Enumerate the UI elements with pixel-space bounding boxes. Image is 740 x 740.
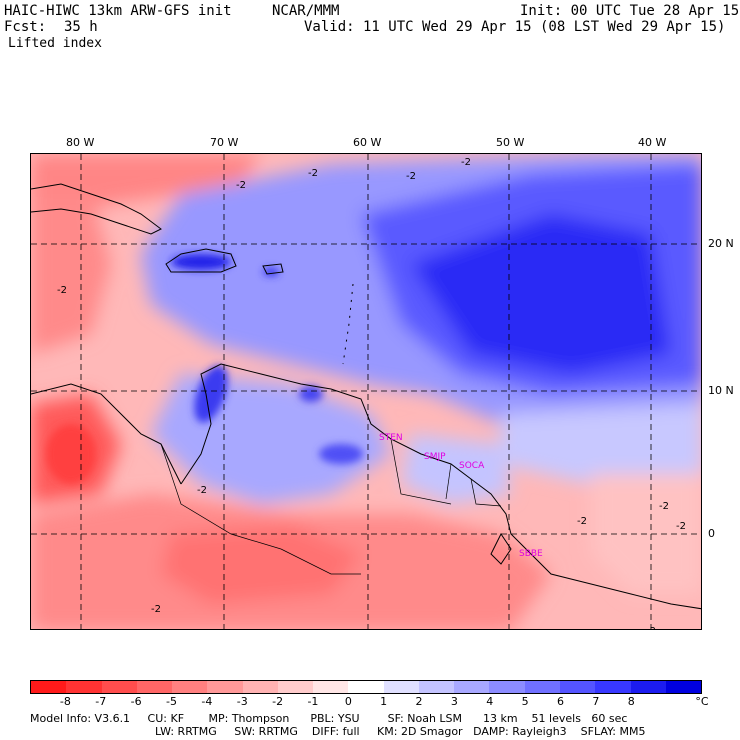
station-label: SOCA: [459, 461, 485, 471]
coastlines: [31, 183, 701, 610]
legend-swatch: [559, 681, 596, 693]
station-label: SMJP: [424, 452, 446, 462]
legend-tick-label: 5: [521, 695, 529, 708]
legend-tick-label: -8: [59, 695, 71, 708]
contour-label: -2: [57, 285, 67, 296]
model-title: HAIC-HIWC 13km ARW-GFS init: [4, 3, 232, 19]
lon-label-60w: 60 W: [353, 136, 382, 149]
legend-tick-label: 7: [592, 695, 600, 708]
legend-swatch: [418, 681, 455, 693]
contour-label: -2: [236, 180, 246, 191]
legend-swatch: [383, 681, 419, 693]
legend-tick-label: 8: [627, 695, 635, 708]
lon-label-50w: 50 W: [496, 136, 525, 149]
init-time: Init: 00 UTC Tue 28 Apr 15: [520, 3, 740, 19]
contour-label: -2: [646, 626, 656, 629]
legend-tick-label: 6: [557, 695, 565, 708]
legend-swatch: [277, 681, 314, 693]
legend-tick-label: -1: [307, 695, 319, 708]
valid-time: Valid: 11 UTC Wed 29 Apr 15 (08 LST Wed …: [304, 19, 726, 35]
contour-label: -2: [406, 171, 416, 182]
legend-tick-label: 2: [415, 695, 423, 708]
legend-tick-label: -5: [165, 695, 177, 708]
lon-label-80w: 80 W: [66, 136, 95, 149]
legend-swatch: [348, 681, 384, 693]
contour-label: -2: [197, 485, 207, 496]
legend-colorbar: [30, 680, 702, 694]
footer-physics: LW: RRTMG SW: RRTMG DIFF: full KM: 2D Sm…: [155, 725, 646, 738]
legend-swatch: [66, 681, 102, 693]
lat-label-10n: 10 N: [708, 384, 734, 397]
org-label: NCAR/MMM: [272, 3, 340, 19]
lon-label-70w: 70 W: [210, 136, 239, 149]
contour-label: -2: [577, 516, 587, 527]
lifted-index-map: -2 -2 -2 -2 -2 -2 -2 -2 -2 -2 -2 STEN SM…: [30, 153, 702, 630]
legend-swatch: [31, 681, 67, 693]
lat-label-0: 0: [708, 527, 715, 540]
lat-label-20n: 20 N: [708, 237, 734, 250]
legend-swatch: [665, 681, 702, 693]
legend-tick-label: -3: [236, 695, 248, 708]
legend-swatch: [524, 681, 560, 693]
legend-tick-label: -7: [95, 695, 107, 708]
contour-label: -2: [659, 501, 669, 512]
borders: [160, 438, 502, 575]
station-label: SBBE: [519, 549, 543, 559]
legend-swatch: [101, 681, 137, 693]
legend-swatch: [207, 681, 243, 693]
legend-tick-label: -6: [130, 695, 142, 708]
fcst-label: Fcst:: [4, 19, 47, 35]
legend-unit: °C: [695, 695, 709, 708]
legend-swatch: [630, 681, 666, 693]
legend-tick-label: 1: [380, 695, 388, 708]
legend-swatch: [242, 681, 278, 693]
fcst-value: 35 h: [64, 19, 98, 35]
lon-label-40w: 40 W: [638, 136, 667, 149]
legend-swatch: [172, 681, 208, 693]
legend-tick-label: 4: [486, 695, 494, 708]
legend-tick-label: 0: [344, 695, 352, 708]
legend-swatch: [489, 681, 525, 693]
legend-tick-label: -4: [201, 695, 213, 708]
legend-swatch: [595, 681, 631, 693]
field-name: Lifted index: [8, 36, 102, 51]
contour-label: -2: [676, 521, 686, 532]
contour-label: -2: [461, 157, 471, 168]
legend-swatch: [454, 681, 490, 693]
contour-label: -2: [151, 604, 161, 615]
legend-labels: -8 -7 -6 -5 -4 -3 -2 -1 0 1 2 3 4 5 6 7 8: [0, 695, 740, 709]
legend-swatch: [136, 681, 173, 693]
graticule: [31, 154, 701, 629]
contour-label: -2: [308, 168, 318, 179]
legend-swatch: [313, 681, 349, 693]
footer-model-info: Model Info: V3.6.1 CU: KF MP: Thompson P…: [30, 712, 628, 725]
station-label: STEN: [379, 433, 403, 443]
legend-tick-label: 3: [450, 695, 458, 708]
map-canvas: [31, 154, 701, 629]
legend-tick-label: -2: [272, 695, 284, 708]
